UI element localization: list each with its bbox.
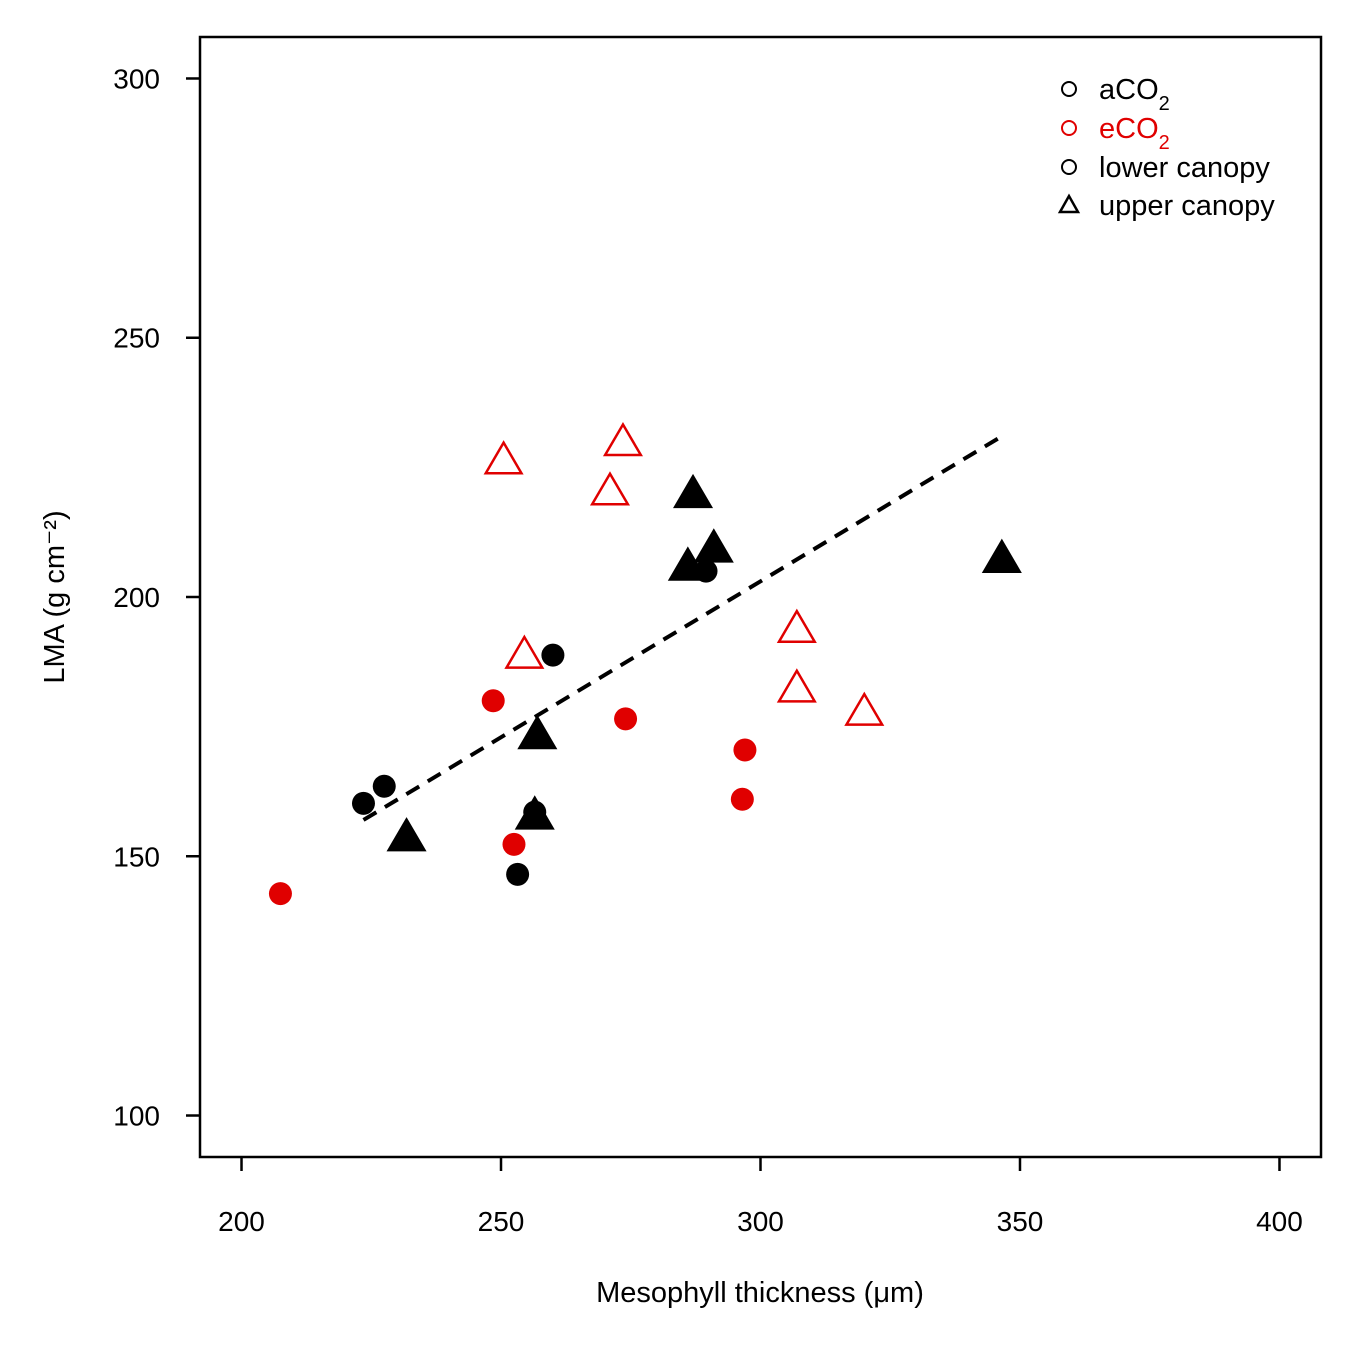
data-point-triangle bbox=[514, 795, 555, 830]
y-tick-label: 150 bbox=[113, 841, 160, 872]
data-point-triangle bbox=[776, 608, 817, 643]
x-axis: 200 250 300 350 400 bbox=[218, 1157, 1303, 1237]
y-axis: 100 150 200 250 300 bbox=[113, 63, 200, 1132]
data-point-triangle bbox=[981, 538, 1022, 573]
data-point-circle bbox=[541, 643, 565, 667]
data-point-circle bbox=[614, 707, 638, 731]
legend-marker-triangle bbox=[1057, 193, 1081, 214]
y-tick-label: 300 bbox=[113, 63, 160, 94]
x-tick-label: 400 bbox=[1256, 1206, 1303, 1237]
x-axis-title: Mesophyll thickness (μm) bbox=[596, 1277, 924, 1309]
y-tick-label: 100 bbox=[113, 1101, 160, 1132]
legend-label: upper canopy bbox=[1099, 190, 1275, 222]
data-point-triangle bbox=[504, 634, 545, 669]
data-point-triangle bbox=[673, 473, 714, 509]
data-point-circle bbox=[268, 882, 292, 906]
data-point-triangle bbox=[589, 471, 631, 506]
data-point-triangle bbox=[483, 440, 524, 475]
legend-marker-circle bbox=[1061, 81, 1077, 97]
legend-marker-circle bbox=[1061, 159, 1077, 175]
data-point-triangle bbox=[386, 817, 427, 852]
data-point-triangle bbox=[667, 546, 708, 581]
legend-label: aCO2 bbox=[1099, 74, 1170, 115]
data-point-circle bbox=[730, 787, 754, 811]
legend-label: lower canopy bbox=[1099, 152, 1270, 184]
data-point-triangle bbox=[517, 714, 558, 750]
y-tick-label: 250 bbox=[113, 323, 160, 354]
data-point-circle bbox=[506, 862, 530, 886]
data-point-triangle bbox=[693, 528, 734, 563]
x-tick-label: 300 bbox=[737, 1206, 784, 1237]
data-point-circle bbox=[481, 689, 505, 713]
data-point-triangle bbox=[776, 668, 817, 703]
x-tick-label: 350 bbox=[997, 1206, 1044, 1237]
data-point-circle bbox=[372, 774, 396, 798]
data-point-circle bbox=[733, 738, 757, 762]
data-point-triangle bbox=[602, 421, 643, 457]
points-layer bbox=[268, 421, 1022, 906]
x-tick-label: 250 bbox=[478, 1206, 525, 1237]
data-point-circle bbox=[502, 832, 526, 856]
data-point-circle bbox=[351, 791, 375, 815]
legend-marker-circle bbox=[1061, 120, 1077, 136]
legend-label: eCO2 bbox=[1099, 113, 1170, 154]
x-tick-label: 200 bbox=[218, 1206, 265, 1237]
y-axis-title: LMA (g cm⁻²) bbox=[39, 510, 71, 683]
y-tick-label: 200 bbox=[113, 582, 160, 613]
data-point-triangle bbox=[844, 691, 885, 726]
